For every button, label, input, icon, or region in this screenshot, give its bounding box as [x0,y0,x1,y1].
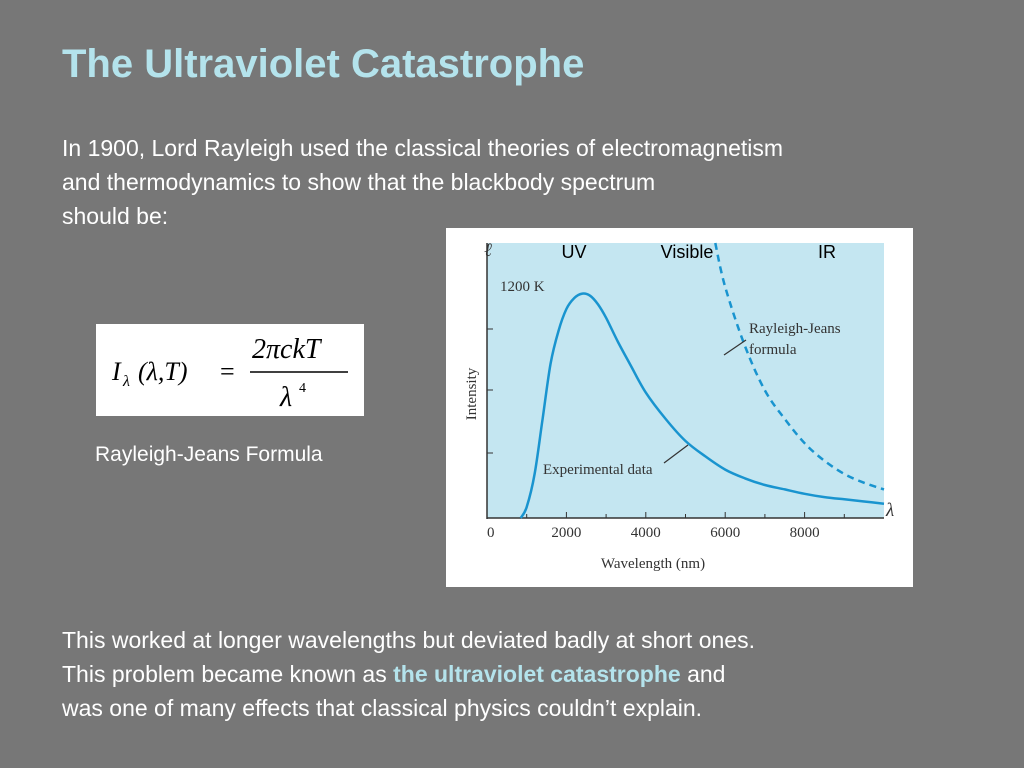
formula-numerator: 2πckT [252,334,323,365]
formula-lhs-args: (λ,T) [138,357,188,386]
outro-line-3: was one of many effects that classical p… [62,695,703,721]
outro-text: This worked at longer wavelengths but de… [62,623,1002,725]
x-ticks [486,512,845,518]
region-label-uv: UV [561,242,586,262]
intro-text: In 1900, Lord Rayleigh used the classica… [62,131,982,233]
experimental-data-curve [519,292,885,519]
rj-annotation-leader [723,339,747,356]
formula-box: I λ (λ,T) = 2πckT λ 4 [96,324,364,416]
ultraviolet-catastrophe-highlight: the ultraviolet catastrophe [393,661,681,687]
rj-annotation-line-2: formula [749,342,797,358]
rj-annotation-line-1: Rayleigh-Jeans [749,321,841,337]
outro-line-1: This worked at longer wavelengths but de… [62,627,755,653]
y-axis-symbol: ℓ [484,240,492,261]
x-axis-label: Wavelength (nm) [601,556,705,572]
exp-annotation: Experimental data [543,462,653,478]
x-tick-label: 4000 [631,525,661,541]
y-ticks [487,328,493,454]
region-label-visible: Visible [661,242,714,262]
formula-caption: Rayleigh-Jeans Formula [95,443,323,466]
formula-denominator-exponent: 4 [299,381,306,396]
region-label-ir: IR [818,242,836,262]
outro-line-2-end: and [680,661,726,687]
x-tick-label: 8000 [790,525,820,541]
y-axis-label: Intensity [464,367,480,420]
x-tick-labels: 0 2000 4000 6000 8000 [487,525,820,541]
formula-lhs-symbol: I [111,357,122,386]
formula-equals: = [220,357,235,386]
x-tick-label: 0 [487,525,495,541]
rayleigh-jeans-equation: I λ (λ,T) = 2πckT λ 4 [111,334,348,413]
intro-line-1: In 1900, Lord Rayleigh used the classica… [62,135,784,161]
intro-line-2: and thermodynamics to show that the blac… [62,169,656,195]
formula-lhs-subscript: λ [122,373,130,390]
slide-title: The Ultraviolet Catastrophe [62,42,585,86]
outro-line-2-start: This problem became known as [62,661,394,687]
temperature-label: 1200 K [500,279,545,295]
x-tick-label: 6000 [710,525,740,541]
blackbody-chart: 0 2000 4000 6000 8000 ℓ Intensity 1200 K UV … [464,240,894,572]
intro-line-3: should be: [62,203,169,229]
plot-area [487,243,884,518]
chart-figure: 0 2000 4000 6000 8000 ℓ Intensity 1200 K UV … [446,228,913,587]
formula-denominator-base: λ [279,382,292,413]
exp-annotation-leader [663,444,689,464]
rayleigh-jeans-curve [714,242,885,491]
x-tick-label: 2000 [551,525,581,541]
x-axis-symbol: λ [885,500,894,521]
